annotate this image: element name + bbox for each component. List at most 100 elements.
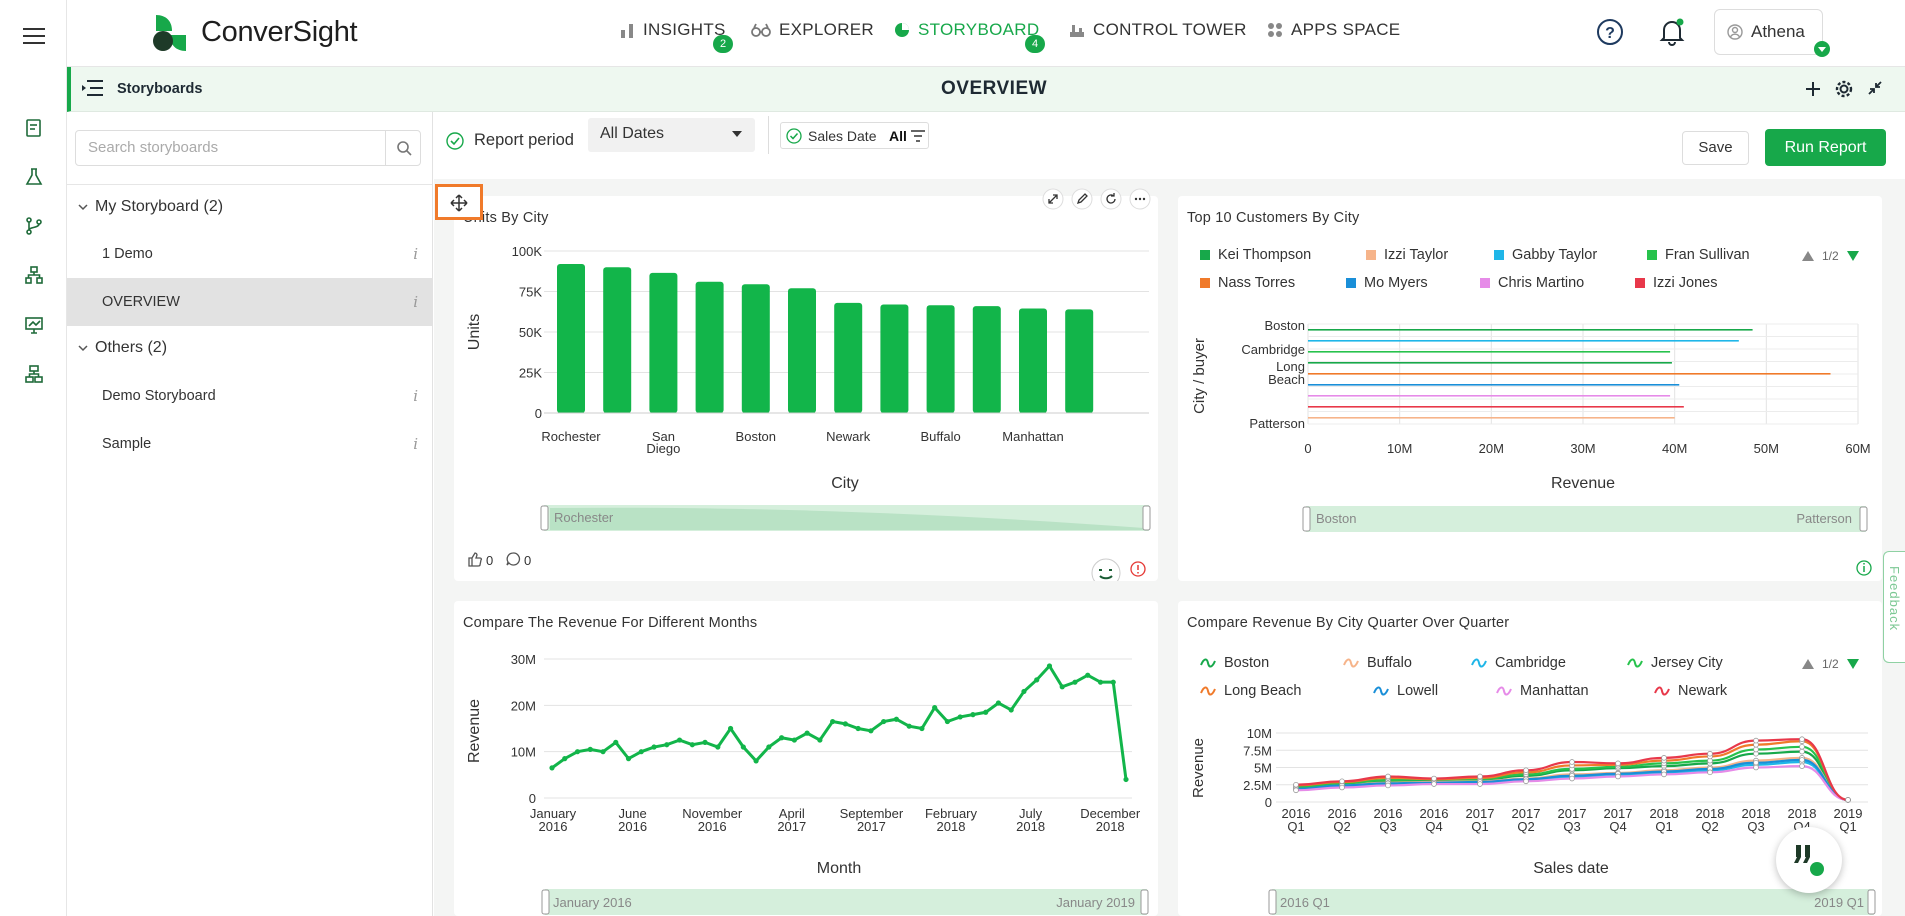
refresh-icon[interactable]: [1100, 188, 1122, 210]
alert-info-icon[interactable]: [1130, 561, 1146, 577]
search-button[interactable]: [385, 131, 421, 165]
search-storyboards-input[interactable]: Search storyboards: [75, 130, 421, 166]
check-circle-icon[interactable]: [446, 132, 464, 150]
info-icon[interactable]: [1856, 560, 1872, 576]
x-tick-label: 2016 Q3: [1374, 806, 1403, 834]
legend-item[interactable]: Izzi Taylor: [1366, 247, 1448, 263]
legend-item[interactable]: Buffalo: [1343, 655, 1412, 671]
like-icon[interactable]: [468, 552, 483, 567]
assistant-chat-button[interactable]: [1776, 827, 1842, 893]
storyboard-item-sample[interactable]: Sample i: [67, 420, 432, 468]
user-dropdown-icon[interactable]: [1813, 40, 1831, 58]
storyboard-badge: 4: [1025, 35, 1045, 53]
zoom-slider-track[interactable]: [1306, 506, 1866, 532]
flask-icon[interactable]: [20, 163, 48, 191]
branch-icon[interactable]: [20, 212, 48, 240]
data-point: [791, 737, 797, 743]
hierarchy-icon[interactable]: [20, 261, 48, 289]
slider-handle-right[interactable]: [1867, 889, 1876, 915]
user-menu[interactable]: Athena: [1714, 9, 1823, 55]
legend-pager[interactable]: 1/2: [1802, 249, 1859, 263]
legend-wave-icon: [1200, 658, 1216, 668]
pager-up-icon[interactable]: [1802, 659, 1814, 669]
slider-end-label: Patterson: [1796, 511, 1852, 526]
collapse-icon[interactable]: [1867, 80, 1883, 96]
move-handle[interactable]: [435, 184, 483, 220]
legend-pager[interactable]: 1/2: [1802, 657, 1859, 671]
storyboard-item-overview[interactable]: OVERVIEW i: [67, 278, 432, 326]
legend-item[interactable]: Cambridge: [1471, 655, 1566, 671]
info-icon[interactable]: i: [413, 293, 418, 311]
data-point: [1477, 773, 1483, 780]
data-point: [1569, 759, 1575, 765]
data-point: [1385, 782, 1391, 789]
nav-storyboard[interactable]: STORYBOARD: [894, 20, 1039, 40]
settings-gear-icon[interactable]: [1833, 78, 1855, 100]
group-my-storyboard[interactable]: My Storyboard (2): [77, 198, 223, 216]
pager-down-icon[interactable]: [1846, 251, 1859, 261]
legend-item[interactable]: Long Beach: [1200, 683, 1301, 699]
save-button[interactable]: Save: [1682, 131, 1749, 165]
comment-icon[interactable]: [506, 552, 521, 566]
y-tick-label: 20M: [511, 698, 536, 713]
legend-item[interactable]: Lowell: [1373, 683, 1438, 699]
sales-date-filter[interactable]: Sales Date All: [780, 122, 929, 149]
pager-up-icon[interactable]: [1802, 251, 1814, 261]
date-range-select[interactable]: All Dates: [588, 118, 755, 152]
sales-date-value: All: [889, 128, 907, 144]
legend-item[interactable]: Izzi Jones: [1635, 275, 1717, 291]
nav-control-tower[interactable]: CONTROL TOWER: [1069, 20, 1247, 40]
nav-explorer[interactable]: EXPLORER: [751, 20, 874, 40]
legend-item[interactable]: Fran Sullivan: [1647, 247, 1750, 263]
legend-item[interactable]: Kei Thompson: [1200, 247, 1311, 263]
feedback-tab[interactable]: Feedback: [1883, 551, 1905, 663]
legend-item[interactable]: Manhattan: [1496, 683, 1589, 699]
run-report-button[interactable]: Run Report: [1765, 129, 1886, 166]
assistant-chat-icon: [1794, 845, 1824, 876]
info-icon[interactable]: i: [413, 435, 418, 453]
nav-insights[interactable]: INSIGHTS: [619, 20, 726, 40]
y-tick-label: 100K: [512, 244, 543, 259]
zoom-slider-track[interactable]: [545, 889, 1147, 915]
group-others[interactable]: Others (2): [77, 339, 167, 357]
x-tick-label: February 2018: [925, 806, 978, 834]
edit-icon[interactable]: [1071, 188, 1093, 210]
storyboard-item-1-demo[interactable]: 1 Demo i: [67, 230, 432, 278]
org-chart-icon[interactable]: [20, 360, 48, 388]
info-icon[interactable]: i: [413, 245, 418, 263]
report-icon[interactable]: [20, 114, 48, 142]
slider-handle-right[interactable]: [1859, 506, 1868, 532]
notification-bell-icon[interactable]: [1659, 18, 1685, 46]
legend-item[interactable]: Jersey City: [1627, 655, 1723, 671]
slider-handle-left[interactable]: [1302, 506, 1311, 532]
expand-icon[interactable]: [1042, 188, 1064, 210]
hamburger-menu-icon[interactable]: [20, 22, 48, 50]
data-point: [1339, 778, 1345, 785]
apps-grid-icon: [1268, 23, 1282, 37]
legend-item[interactable]: Gabby Taylor: [1494, 247, 1597, 263]
legend-item[interactable]: Chris Martino: [1480, 275, 1584, 291]
legend-item[interactable]: Nass Torres: [1200, 275, 1295, 291]
help-icon[interactable]: ?: [1596, 18, 1624, 46]
more-options-icon[interactable]: [1129, 188, 1151, 210]
nav-apps-space[interactable]: APPS SPACE: [1267, 20, 1400, 40]
ai-assistant-icon[interactable]: [1091, 558, 1121, 581]
storyboard-item-demo-storyboard[interactable]: Demo Storyboard i: [67, 372, 432, 420]
slider-handle-right[interactable]: [1140, 889, 1149, 915]
legend-item[interactable]: Mo Myers: [1346, 275, 1428, 291]
conversight-logo-icon: [153, 15, 186, 51]
add-icon[interactable]: [1804, 80, 1822, 98]
y-axis-label: Units: [466, 314, 483, 350]
legend-item[interactable]: Newark: [1654, 683, 1727, 699]
list-toggle-icon[interactable]: [81, 79, 103, 97]
slider-handle-left[interactable]: [541, 889, 550, 915]
pager-down-icon[interactable]: [1846, 659, 1859, 669]
slider-handle-left[interactable]: [1268, 889, 1277, 915]
zoom-slider-track[interactable]: [1272, 889, 1874, 915]
presentation-icon[interactable]: [20, 311, 48, 339]
legend-item[interactable]: Boston: [1200, 655, 1269, 671]
info-icon[interactable]: i: [413, 387, 418, 405]
slider-start-label: Boston: [1316, 511, 1356, 526]
slider-handle-right[interactable]: [1142, 505, 1151, 531]
slider-handle-left[interactable]: [540, 505, 549, 531]
